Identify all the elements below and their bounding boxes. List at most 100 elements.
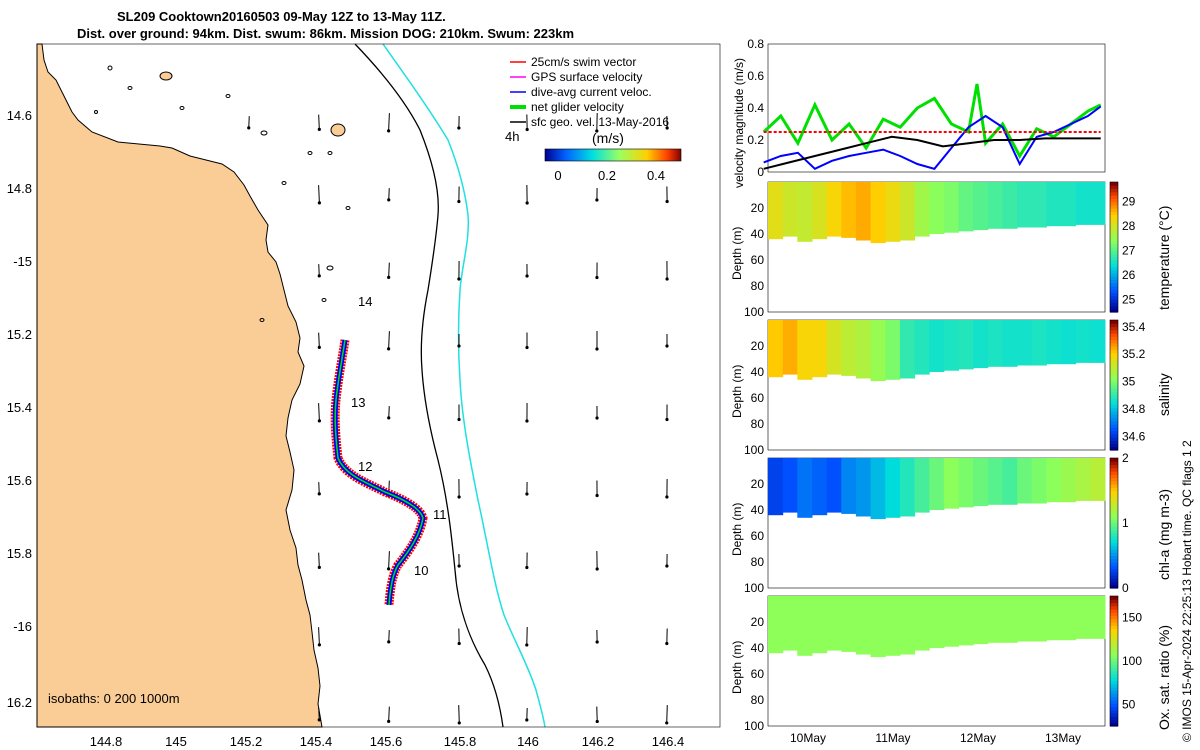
y-tick-label: 15.2	[7, 327, 32, 342]
geo-velocity-arrows	[247, 113, 669, 725]
colorbar-tick-label: 50	[1122, 697, 1136, 711]
colorbar-cell	[1110, 253, 1118, 258]
colorbar-cell	[1110, 308, 1118, 313]
colorbar-cell	[1110, 506, 1118, 511]
x-tick-label: 144.8	[90, 734, 123, 749]
section-cell	[1090, 182, 1106, 225]
colorbar-cell	[1110, 237, 1118, 242]
colorbar-tick-label: 150	[1122, 611, 1142, 625]
geo-arrow	[388, 706, 390, 722]
colorbar-cell	[1110, 266, 1118, 271]
map-colorbar	[544, 148, 682, 162]
colorbar-cell	[1110, 519, 1118, 524]
vel-y-tick: 0.8	[747, 37, 764, 51]
colorbar-cell	[1110, 217, 1118, 222]
depth-tick: 20	[751, 477, 765, 491]
time-tick: 11May	[875, 731, 910, 745]
geo-arrow-head	[595, 347, 599, 351]
colorbar-cell	[1110, 243, 1118, 248]
colorbar-cell	[1110, 716, 1118, 721]
colorbar-tick-label: 25	[1122, 293, 1136, 307]
legend-glider: net glider velocity	[531, 100, 624, 114]
depth-label-1: Depth (m)	[730, 226, 744, 280]
section-cell	[1002, 596, 1018, 643]
section-cell	[870, 320, 886, 382]
geo-arrow	[318, 708, 320, 720]
colorbar-cell	[1110, 706, 1118, 711]
geo-arrow-head	[387, 640, 391, 644]
section-cell	[943, 320, 959, 371]
geo-arrow-head	[595, 493, 599, 498]
colorbar-cell	[1110, 263, 1118, 268]
geo-arrow-head	[317, 274, 321, 278]
colorbar-tick: 0.4	[647, 168, 665, 183]
x-tick-label: 145.6	[370, 734, 403, 749]
depth-tick: 20	[751, 615, 765, 629]
geo-arrow-head	[665, 417, 669, 422]
geo-arrow-head	[525, 345, 529, 350]
depth-label-2: Depth (m)	[730, 364, 744, 418]
geo-arrow-head	[595, 275, 599, 280]
depth-tick: 20	[751, 339, 765, 353]
depth-tick: 80	[751, 417, 765, 431]
geo-arrow	[666, 705, 668, 723]
section-cell	[973, 596, 989, 645]
colorbar-cell	[1110, 336, 1118, 341]
section-cell	[914, 596, 930, 651]
section-cell	[841, 182, 857, 238]
geo-arrow-head	[317, 643, 321, 647]
x-tick-label: 146	[517, 734, 539, 749]
colorbar-cell	[1110, 349, 1118, 354]
section-cell	[812, 182, 828, 240]
section-cell	[1017, 320, 1033, 366]
colorbar-cell	[1110, 295, 1118, 300]
section-cell	[812, 458, 828, 516]
section-cell	[1046, 182, 1062, 227]
colorbar-cell	[1110, 329, 1118, 334]
colorbar-tick-label: 0	[1122, 581, 1129, 595]
geo-arrow	[318, 552, 320, 568]
colorbar-cell	[1110, 562, 1118, 566]
colorbar-cell	[1110, 568, 1118, 573]
depth-label-4: Depth (m)	[730, 640, 744, 694]
day-label: 13	[351, 395, 365, 410]
depth-label-3: Depth (m)	[730, 502, 744, 556]
chla-label: chl-a (mg m-3)	[1156, 488, 1172, 580]
geo-arrow	[388, 188, 390, 200]
colorbar-cell	[1110, 641, 1118, 646]
colorbar-cell	[1110, 612, 1118, 617]
colorbar-cell	[1110, 700, 1118, 704]
colorbar-cell	[1110, 437, 1118, 441]
colorbar-cell	[1110, 289, 1118, 294]
geo-arrow-head	[665, 564, 669, 568]
colorbar-cell	[1110, 625, 1118, 630]
section-cell	[826, 320, 842, 375]
salinity-label: salinity	[1156, 373, 1172, 416]
section-cell	[1046, 320, 1062, 365]
colorbar-cell	[1110, 539, 1118, 544]
colorbar-cell	[1110, 224, 1118, 229]
colorbar-cell	[1110, 622, 1118, 626]
colorbar-cell	[1110, 677, 1118, 682]
page-title-line1: SL209 Cooktown20160503 09-May 12Z to 13-…	[117, 9, 446, 24]
vel-y-tick: 0.2	[747, 133, 764, 147]
section-cell	[987, 320, 1003, 367]
colorbar-cell	[1110, 299, 1118, 303]
depth-tick: 80	[751, 555, 765, 569]
section-cell	[812, 596, 828, 654]
section-cell	[914, 458, 930, 513]
colorbar-cell	[1110, 404, 1118, 409]
section-cell	[768, 182, 784, 240]
colorbar-cell	[1110, 487, 1118, 492]
geo-arrow-head	[457, 641, 461, 646]
colorbar-cell	[1110, 234, 1118, 238]
geo-arrow	[458, 705, 460, 723]
section-cell	[987, 458, 1003, 505]
colorbar-cell	[1110, 696, 1118, 701]
section-cell	[1031, 182, 1047, 228]
colorbar-cell	[1110, 352, 1118, 357]
depth-tick: 20	[751, 201, 765, 215]
section-cell	[1031, 320, 1047, 366]
geo-arrow-head	[387, 416, 391, 420]
section-cell	[782, 320, 798, 375]
